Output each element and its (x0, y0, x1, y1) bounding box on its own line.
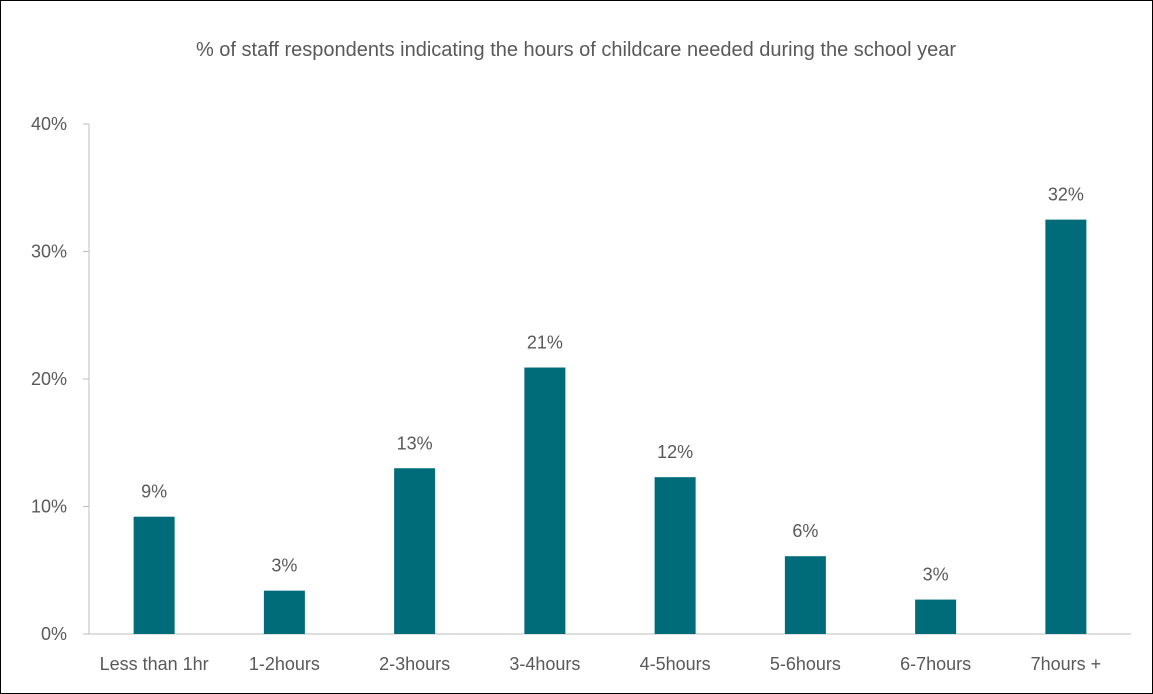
bar (1045, 219, 1087, 634)
data-label: 13% (397, 433, 433, 453)
data-label: 9% (141, 482, 167, 502)
y-tick-label: 0% (41, 624, 67, 644)
bar (654, 477, 696, 634)
x-tick-label: 6-7hours (900, 654, 971, 674)
y-tick-label: 40% (31, 114, 67, 134)
bar (784, 556, 826, 634)
x-tick-label: 2-3hours (379, 654, 450, 674)
y-tick-label: 20% (31, 369, 67, 389)
bar (915, 599, 957, 634)
x-tick-label: 3-4hours (509, 654, 580, 674)
data-label: 3% (923, 565, 949, 585)
data-label: 32% (1048, 185, 1084, 205)
bar (394, 468, 436, 634)
y-tick-label: 10% (31, 497, 67, 517)
data-label: 3% (271, 556, 297, 576)
x-tick-label: 1-2hours (249, 654, 320, 674)
x-tick-label: Less than 1hr (100, 654, 209, 674)
bar (524, 367, 566, 634)
x-tick-label: 4-5hours (640, 654, 711, 674)
x-tick-label: 7hours + (1031, 654, 1102, 674)
y-tick-label: 30% (31, 242, 67, 262)
data-label: 6% (792, 521, 818, 541)
bar (133, 516, 175, 634)
chart-title: % of staff respondents indicating the ho… (195, 39, 957, 61)
data-label: 21% (527, 333, 563, 353)
bar (263, 590, 305, 634)
data-label: 12% (657, 442, 693, 462)
x-tick-label: 5-6hours (770, 654, 841, 674)
